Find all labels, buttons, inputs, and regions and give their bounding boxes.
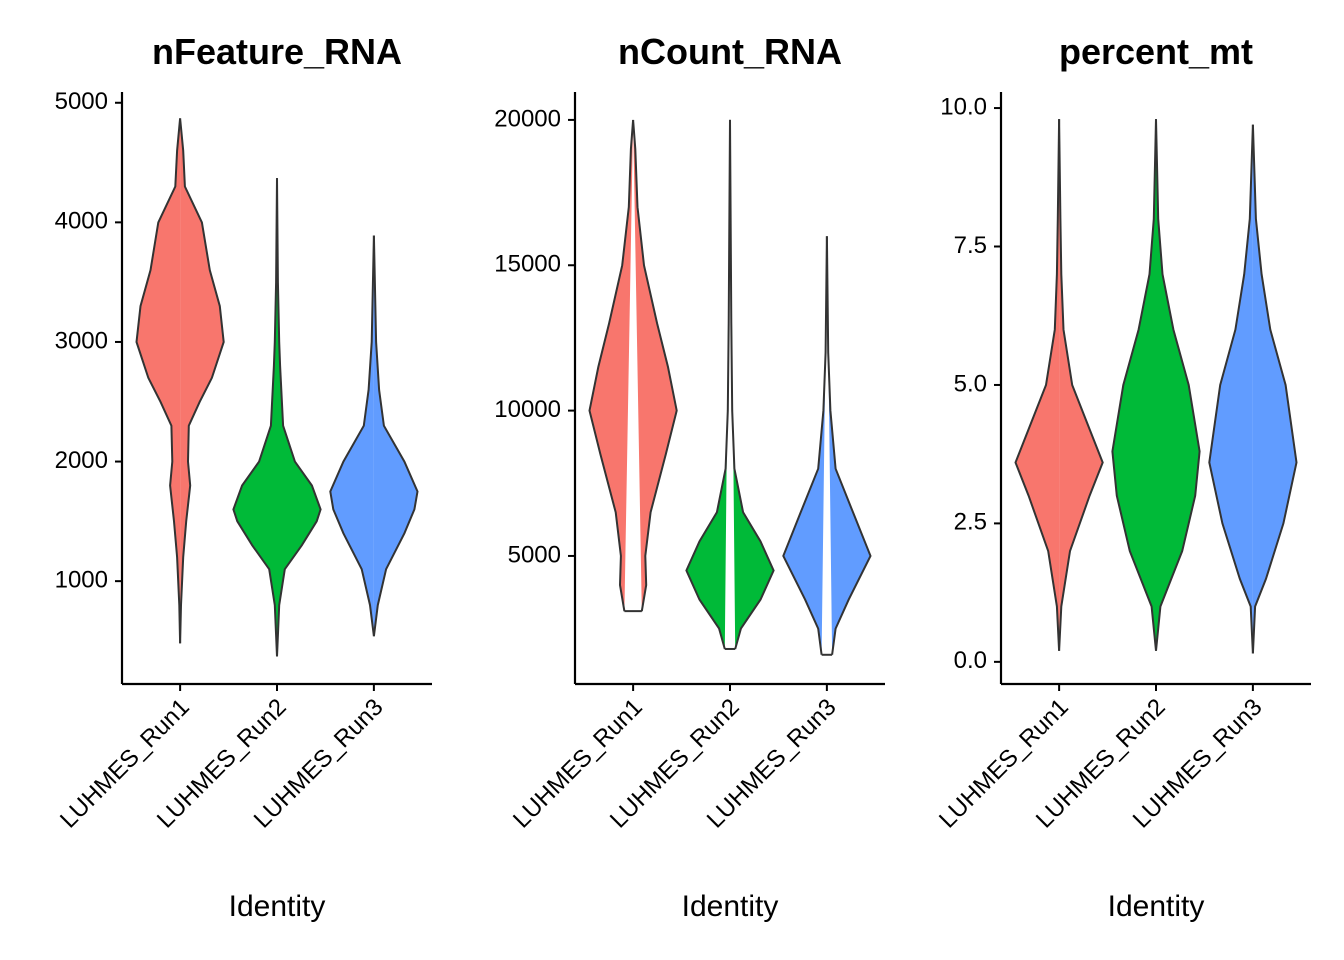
violin-outline — [1111, 119, 1157, 651]
violin-half — [730, 119, 774, 649]
violin-half — [180, 118, 224, 644]
chart-title: nFeature_RNA — [152, 31, 402, 72]
y-tick-label: 5000 — [55, 88, 108, 115]
violin-outline — [1014, 119, 1061, 651]
violin-half — [1112, 119, 1156, 651]
violin-half — [633, 119, 677, 612]
x-axis-title: Identity — [229, 890, 326, 923]
violin-outline — [1251, 124, 1298, 654]
violin-half — [589, 119, 634, 612]
violin-outline — [825, 236, 872, 655]
violin-half — [1252, 124, 1297, 654]
violin-half — [1156, 119, 1200, 651]
y-tick-label: 10.0 — [940, 93, 987, 120]
y-tick-label: 5000 — [508, 541, 561, 568]
violin-half — [1209, 124, 1253, 654]
violin-half — [277, 178, 321, 657]
violin-outline — [1208, 124, 1254, 654]
y-tick-label: 15000 — [494, 251, 561, 278]
violin-outline — [729, 119, 775, 650]
violin-half — [233, 178, 277, 657]
violin-outline — [588, 119, 635, 612]
violin-half — [136, 118, 181, 644]
violin-outline — [685, 119, 731, 650]
violin-half — [783, 236, 827, 655]
violin-half — [1015, 119, 1060, 651]
violin-half — [686, 119, 730, 649]
violin-outline — [372, 235, 419, 637]
y-tick-label: 0.0 — [954, 647, 987, 674]
violin-half — [1059, 119, 1103, 651]
violin-outline — [632, 119, 678, 612]
violin-outline — [1058, 119, 1104, 651]
y-tick-label: 4000 — [55, 208, 108, 235]
violin-outline — [179, 118, 225, 644]
violin-outline — [329, 235, 375, 637]
x-axis-title: Identity — [1108, 890, 1205, 923]
y-tick-label: 2.5 — [954, 509, 987, 536]
y-tick-label: 1000 — [55, 566, 108, 593]
violin-outline — [135, 118, 182, 644]
x-axis-title: Identity — [682, 890, 779, 923]
violin-half — [330, 235, 374, 637]
violin-half — [826, 236, 871, 655]
violin-outline — [1155, 119, 1201, 651]
y-tick-label: 5.0 — [954, 370, 987, 397]
y-tick-label: 2000 — [55, 447, 108, 474]
violin-outline — [276, 178, 322, 657]
chart-title: percent_mt — [1059, 31, 1253, 72]
y-tick-label: 3000 — [55, 327, 108, 354]
y-tick-label: 20000 — [494, 105, 561, 132]
violin-outline — [782, 236, 828, 655]
y-tick-label: 10000 — [494, 396, 561, 423]
violin-half — [373, 235, 418, 637]
violin-outline — [232, 178, 278, 657]
chart-title: nCount_RNA — [618, 31, 842, 72]
y-tick-label: 7.5 — [954, 232, 987, 259]
